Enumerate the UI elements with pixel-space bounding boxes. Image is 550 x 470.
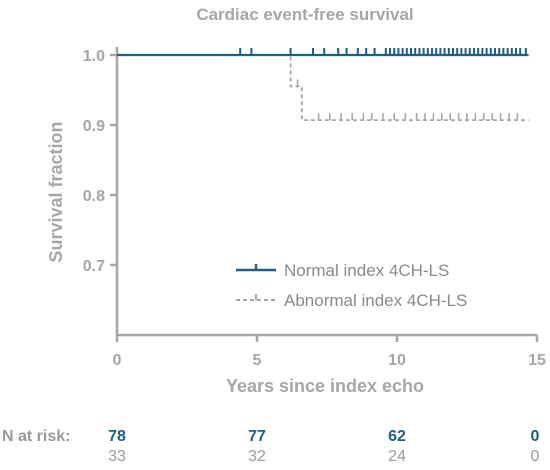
x-tick-label: 0 [113, 352, 122, 369]
risk-normal-0: 78 [108, 428, 126, 445]
chart-title: Cardiac event-free survival [196, 5, 413, 24]
risk-abnormal-0: 33 [108, 448, 126, 465]
risk-abnormal-15: 0 [530, 448, 540, 465]
y-axis-label: Survival fraction [46, 121, 66, 262]
x-axis-label: Years since index echo [226, 376, 424, 396]
series-line-abnormal [117, 54, 529, 121]
x-tick-label: 10 [388, 352, 406, 369]
risk-table-label: N at risk: [2, 428, 71, 445]
y-tick-label: 0.8 [83, 188, 105, 205]
legend-label-abnormal: Abnormal index 4CH-LS [284, 291, 467, 310]
survival-chart: Cardiac event-free survival 0 5 10 15 0.7 0.8… [46, 5, 546, 396]
risk-abnormal-10: 24 [388, 448, 406, 465]
y-tick-label: 1.0 [83, 48, 105, 65]
risk-normal-5: 77 [248, 428, 266, 445]
legend-label-normal: Normal index 4CH-LS [284, 261, 449, 280]
y-tick-label: 0.9 [83, 118, 105, 135]
y-tick-label: 0.7 [83, 258, 105, 275]
axes: 0 5 10 15 0.7 0.8 0.9 1.0 [83, 47, 546, 369]
legend: Normal index 4CH-LS Abnormal index 4CH-L… [236, 261, 467, 310]
series-layer [117, 48, 529, 121]
risk-normal-15: 0 [530, 428, 540, 445]
x-tick-label: 15 [528, 352, 546, 369]
risk-normal-10: 62 [388, 428, 406, 445]
risk-abnormal-5: 32 [248, 448, 266, 465]
x-tick-label: 5 [253, 352, 262, 369]
